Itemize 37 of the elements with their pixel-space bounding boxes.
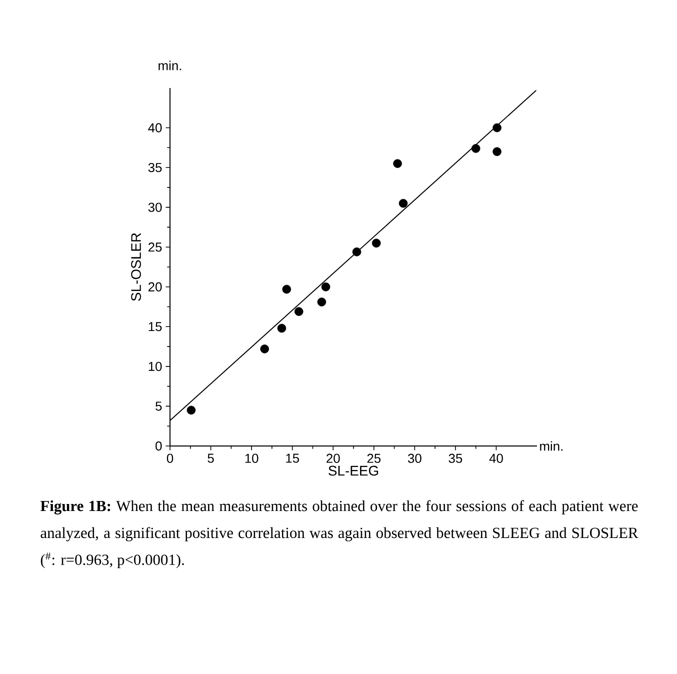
y-tick-label: 0 (156, 441, 162, 451)
x-tick-label: 20 (326, 454, 340, 463)
x-tick-label: 0 (166, 454, 174, 463)
point (321, 282, 330, 292)
x-tick-label: 10 (245, 454, 258, 463)
y-tick-label: 35 (148, 162, 162, 172)
point (186, 406, 196, 415)
x-axis-title: SL-EEG (328, 466, 378, 476)
x-tick-label: 25 (367, 454, 381, 463)
point (294, 307, 304, 316)
point (282, 284, 292, 294)
y-tick-label: 40 (148, 123, 162, 132)
x-tick-label: 15 (286, 454, 299, 463)
y-tick-label: 30 (148, 202, 162, 212)
text: Figure 1B: When the mean measurements obtained over the four sessions of each patient were analyzed, a significant positive correlation was again observed between SLEEG and SLOSLER ($^{#}$: r=0.963, p<0.0001). (40, 500, 638, 568)
y-tick-label: 10 (148, 362, 162, 372)
point (492, 123, 502, 132)
point (492, 147, 502, 156)
point (277, 324, 286, 333)
y-tick-label: 5 (156, 402, 162, 411)
point (317, 298, 326, 306)
point (393, 159, 402, 168)
point (260, 344, 270, 354)
point (372, 238, 381, 248)
x-tick-label: 5 (208, 454, 214, 463)
x-tick-label: 40 (489, 454, 503, 463)
point (471, 144, 480, 153)
text: min. (158, 60, 182, 70)
point (352, 247, 362, 256)
x-tick-label: 30 (408, 454, 422, 463)
y-axis-title: SL-OSLER (131, 233, 141, 301)
text: min. (540, 441, 562, 451)
point (398, 198, 408, 208)
y-tick-label: 15 (148, 322, 162, 332)
y-tick-label: 25 (148, 242, 162, 252)
y-tick-label: 20 (148, 282, 162, 292)
x-tick-label: 35 (448, 454, 462, 463)
